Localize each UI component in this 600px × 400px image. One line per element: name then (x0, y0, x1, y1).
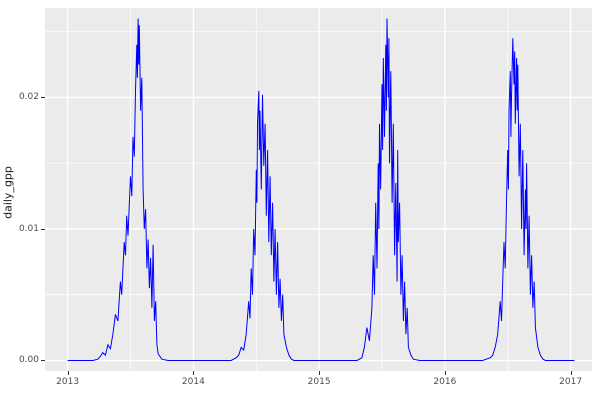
y-tick-mark (41, 97, 45, 99)
y-tick-label: 0.00 (18, 355, 39, 366)
data-line-daily_gpp (67, 18, 575, 361)
plot-canvas (45, 8, 592, 371)
plot-panel (45, 8, 592, 371)
x-tick-mark (67, 371, 69, 375)
x-tick-mark (193, 371, 195, 375)
x-tick-mark (570, 371, 572, 375)
x-tick-mark (319, 371, 321, 375)
x-tick-label: 2013 (56, 377, 80, 387)
x-tick-label: 2014 (181, 377, 205, 387)
x-tick-label: 2015 (307, 377, 331, 387)
y-tick-label: 0.02 (18, 92, 39, 103)
x-tick-label: 2016 (433, 377, 457, 387)
y-axis-title: daily_gpp (1, 166, 15, 219)
x-tick-label: 2017 (559, 377, 583, 387)
y-tick-mark (41, 228, 45, 230)
x-tick-mark (444, 371, 446, 375)
y-tick-mark (41, 360, 45, 362)
y-tick-label: 0.01 (18, 223, 39, 234)
